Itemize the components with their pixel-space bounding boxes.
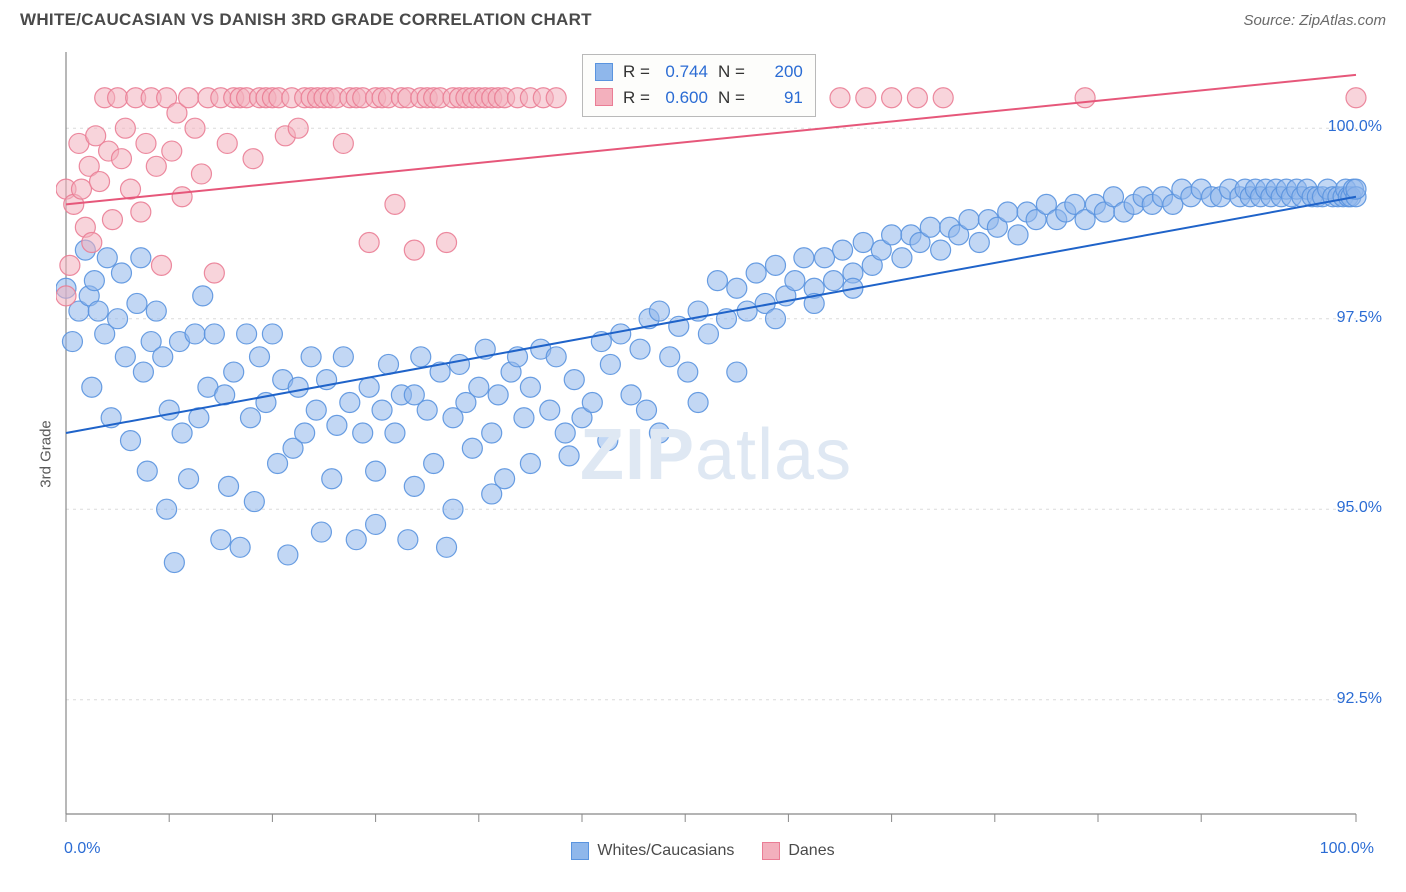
stats-r-label-0: R =: [623, 59, 650, 85]
scatter-plot: [56, 44, 1386, 864]
stats-row-1: R = 0.600 N = 91: [595, 85, 803, 111]
chart-title: WHITE/CAUCASIAN VS DANISH 3RD GRADE CORR…: [20, 10, 592, 30]
chart-container: 3rd Grade ZIPatlas 92.5%95.0%97.5%100.0%…: [20, 44, 1386, 864]
y-tick-label: 97.5%: [1337, 309, 1382, 327]
stats-n-value-1: 91: [755, 85, 803, 111]
stats-swatch-1: [595, 88, 613, 106]
y-tick-label: 100.0%: [1328, 118, 1382, 136]
stats-row-0: R = 0.744 N = 200: [595, 59, 803, 85]
legend-label-whites: Whites/Caucasians: [597, 842, 734, 860]
stats-box: R = 0.744 N = 200 R = 0.600 N = 91: [582, 54, 816, 117]
legend-swatch-danes: [762, 842, 780, 860]
legend-item-whites: Whites/Caucasians: [571, 842, 734, 860]
stats-r-value-1: 0.600: [660, 85, 708, 111]
y-tick-label: 92.5%: [1337, 690, 1382, 708]
legend-swatch-whites: [571, 842, 589, 860]
stats-n-value-0: 200: [755, 59, 803, 85]
stats-r-label-1: R =: [623, 85, 650, 111]
legend-label-danes: Danes: [788, 842, 834, 860]
source-credit: Source: ZipAtlas.com: [1243, 12, 1386, 29]
stats-r-value-0: 0.744: [660, 59, 708, 85]
legend: Whites/Caucasians Danes: [20, 842, 1386, 860]
y-tick-label: 95.0%: [1337, 499, 1382, 517]
stats-swatch-0: [595, 63, 613, 81]
y-axis-label: 3rd Grade: [37, 420, 54, 488]
stats-n-label-1: N =: [718, 85, 745, 111]
stats-n-label-0: N =: [718, 59, 745, 85]
legend-item-danes: Danes: [762, 842, 834, 860]
